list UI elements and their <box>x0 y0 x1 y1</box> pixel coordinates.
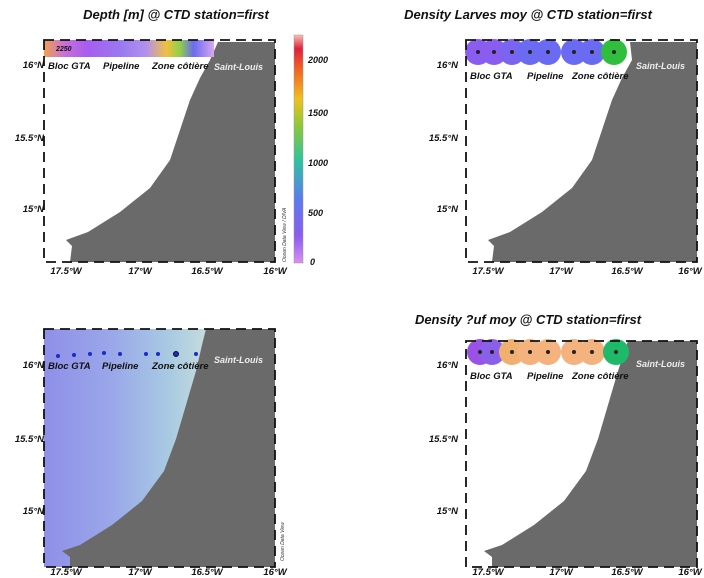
city-label: Saint-Louis <box>636 61 685 71</box>
land-mass <box>66 42 275 262</box>
depth-map <box>43 34 304 264</box>
x-tick: 17°W <box>128 266 152 277</box>
region-label-zone-cotiere: Zone côtière <box>572 71 629 82</box>
y-tick: 16°N <box>22 360 44 371</box>
city-label: Saint-Louis <box>636 359 685 369</box>
region-label-zone-cotiere: Zone côtière <box>152 61 209 72</box>
region-label-pipeline: Pipeline <box>527 371 564 382</box>
panel-title: Density Larves moy @ CTD station=first <box>404 7 652 22</box>
map-frame <box>465 39 698 263</box>
x-tick: 17°W <box>128 567 152 578</box>
y-tick: 16°N <box>22 60 44 71</box>
x-tick: 17°W <box>549 266 573 277</box>
station-markers <box>56 351 198 358</box>
egg-density-map <box>465 339 698 568</box>
region-label-zone-cotiere: Zone côtière <box>152 361 209 372</box>
egg-density-panel: Density ?uf moy @ CTD station=first Bloc… <box>352 289 704 578</box>
x-tick: 16°W <box>263 567 287 578</box>
larvae-density-map <box>465 39 698 263</box>
x-tick: 16°W <box>678 266 702 277</box>
x-tick: 17.5°W <box>50 567 82 578</box>
panel-title: Density ?uf moy @ CTD station=first <box>414 312 642 327</box>
depth-colorbar <box>293 34 304 264</box>
x-tick: 16.5°W <box>191 567 223 578</box>
y-tick: 15°N <box>22 506 44 517</box>
region-label-bloc-gta: Bloc GTA <box>48 361 91 372</box>
region-label-pipeline: Pipeline <box>527 71 564 82</box>
colorbar-tick: 1500 <box>308 108 329 118</box>
city-label: Saint-Louis <box>214 62 263 72</box>
x-tick: 16.5°W <box>611 266 643 277</box>
x-tick: 16°W <box>678 567 702 578</box>
colorbar-tick: 2000 <box>308 55 329 65</box>
y-tick: 15°N <box>22 204 44 215</box>
land-mass <box>488 42 697 262</box>
x-tick: 17.5°W <box>50 266 82 277</box>
colorbar-tick: 1000 <box>308 158 329 168</box>
region-label-zone-cotiere: Zone côtière <box>572 371 629 382</box>
map-frame <box>43 328 276 568</box>
y-tick: 16°N <box>436 360 458 371</box>
y-tick: 15.5°N <box>428 434 458 445</box>
bathymetry-map <box>43 328 276 568</box>
region-label-bloc-gta: Bloc GTA <box>470 371 513 382</box>
station-markers <box>478 350 618 354</box>
contour-label: 2250 <box>56 46 72 53</box>
odv-credit: Ocean Data View <box>280 522 286 561</box>
x-tick: 17.5°W <box>472 567 504 578</box>
y-tick: 15.5°N <box>14 434 44 445</box>
y-tick: 15°N <box>436 506 458 517</box>
region-label-bloc-gta: Bloc GTA <box>48 61 91 72</box>
map-frame <box>43 39 276 263</box>
y-tick: 15.5°N <box>428 133 458 144</box>
larvae-density-panel: Density Larves moy @ CTD station=first B… <box>352 0 704 289</box>
land-mass <box>484 341 697 567</box>
map-frame <box>465 340 698 568</box>
bathymetry-panel: Bloc GTA Pipeline Zone côtière Saint-Lou… <box>0 289 352 578</box>
colorbar-tick: 0 <box>310 257 316 267</box>
x-tick: 17.5°W <box>472 266 504 277</box>
y-tick: 15.5°N <box>14 133 44 144</box>
region-label-pipeline: Pipeline <box>103 61 140 72</box>
region-label-pipeline: Pipeline <box>102 361 139 372</box>
colorbar-tick: 500 <box>308 208 324 218</box>
y-tick: 16°N <box>436 60 458 71</box>
y-tick: 15°N <box>436 204 458 215</box>
x-tick: 16°W <box>263 266 287 277</box>
station-markers <box>476 50 616 54</box>
x-tick: 16.5°W <box>191 266 223 277</box>
city-label: Saint-Louis <box>214 355 263 365</box>
x-tick: 17°W <box>549 567 573 578</box>
region-label-bloc-gta: Bloc GTA <box>470 71 513 82</box>
depth-map-panel: Depth [m] @ CTD station=first <box>0 0 352 289</box>
land-mass <box>62 329 275 567</box>
x-tick: 16.5°W <box>611 567 643 578</box>
depth-station-band <box>44 40 214 57</box>
odv-credit: Ocean Data View / DIVA <box>282 207 288 262</box>
panel-title: Depth [m] @ CTD station=first <box>83 7 269 22</box>
